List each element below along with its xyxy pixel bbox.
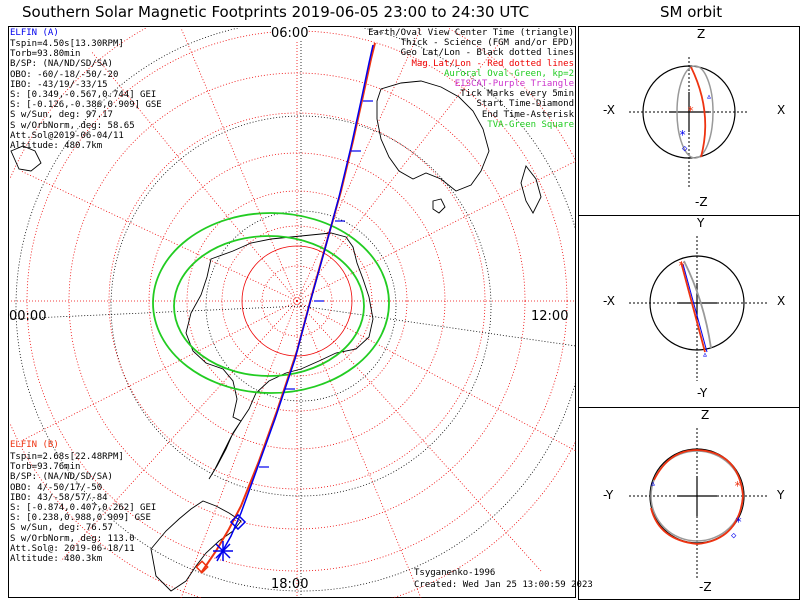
sm-panel-xz-canvas: * ▵ * ◇ bbox=[629, 57, 749, 187]
elfin-a-line: Altitude: 480.7km bbox=[10, 141, 103, 152]
sm-orbit-title: SM orbit bbox=[660, 3, 723, 21]
sm-panel-xy-top-axis: Y bbox=[697, 216, 705, 230]
sm-panel-xz-top-axis: Z bbox=[697, 27, 706, 41]
plot-title: Southern Solar Magnetic Footprints 2019-… bbox=[22, 3, 530, 21]
svg-text:*: * bbox=[734, 479, 741, 493]
geo-longitude-lines bbox=[10, 28, 576, 598]
svg-text:▵: ▵ bbox=[702, 349, 708, 360]
elfin-a-line: OBO: -60/-18/-50/-20 bbox=[10, 69, 119, 80]
model-credit: Tsyganenko-1996 bbox=[414, 568, 496, 578]
sm-panel-xy-right-axis: X bbox=[777, 294, 786, 308]
mag-pole-circle bbox=[241, 245, 353, 357]
legend-item: Mag Lat/Lon - Red dotted lines bbox=[411, 58, 574, 69]
legend-item: Geo Lat/Lon - Black dotted lines bbox=[400, 48, 574, 59]
svg-text:*: * bbox=[687, 104, 694, 118]
sm-panel-yz-top-axis: Z bbox=[701, 408, 710, 422]
polar-map-canvas bbox=[10, 28, 576, 598]
sm-orbit-panel-xz: * ▵ * ◇ Z -Z -X X bbox=[578, 26, 800, 216]
legend-item: TVA-Green Square bbox=[487, 119, 574, 130]
elfin-a-tick-marks bbox=[259, 100, 373, 468]
sm-panel-xy-left-axis: -X bbox=[603, 294, 615, 308]
legend-item: Earth/Oval View Center Time (triangle) bbox=[368, 28, 574, 38]
svg-text:*: * bbox=[678, 259, 685, 273]
elfin-a-line: S: [-0.126,-0.386,0.909] GSE bbox=[10, 100, 162, 111]
australia-coastline bbox=[376, 80, 490, 192]
clock-label-bottom: 18:00 bbox=[271, 577, 309, 592]
elfin-b-line: OBO: 4/-50/17/-50 bbox=[10, 482, 103, 493]
clock-label-right: 12:00 bbox=[531, 309, 569, 324]
elfin-a-line: S w/OrbNorm, deg: 58.65 bbox=[10, 120, 135, 131]
elfin-a-info: Tspin=4.50s[13.30RPM] Torb=93.80min B/SP… bbox=[10, 39, 162, 151]
elfin-a-end-asterisk bbox=[213, 541, 233, 561]
sm-panel-xz-bottom-axis: -Z bbox=[695, 195, 708, 209]
created-timestamp: Created: Wed Jan 25 13:00:59 2023 bbox=[414, 580, 593, 590]
elfin-b-line: S: [0.238,0.988,0.909] GSE bbox=[10, 513, 151, 524]
svg-text:*: * bbox=[679, 128, 686, 142]
africa-coastline bbox=[10, 145, 42, 172]
elfin-b-line: Att.Sol@: 2019-06-18/11 bbox=[10, 543, 135, 554]
legend-item: Tick Marks every 5min bbox=[460, 89, 574, 100]
sm-panel-xy-bottom-axis: -Y bbox=[697, 386, 708, 400]
legend-item: Start Time-Diamond bbox=[476, 99, 574, 110]
elfin-a-line: Tspin=4.50s[13.30RPM] bbox=[10, 39, 124, 49]
elfin-a-line: B/SP: (NA/ND/SD/SA) bbox=[10, 59, 113, 70]
sm-orbit-panel-yz: ▵ * * ◇ Z -Z -Y Y bbox=[578, 407, 800, 600]
sm-panel-yz-left-axis: -Y bbox=[603, 488, 614, 502]
polar-map: 06:00 00:00 12:00 18:00 bbox=[8, 26, 576, 598]
elfin-b-start-diamond bbox=[195, 560, 209, 574]
svg-text:▵: ▵ bbox=[650, 478, 656, 489]
elfin-b-name: ELFIN (B) bbox=[10, 440, 59, 450]
elfin-a-line: Torb=93.80min bbox=[10, 49, 81, 60]
sm-panel-xz-right-axis: X bbox=[777, 103, 786, 117]
south-america-coastline bbox=[150, 500, 242, 592]
elfin-a-line: IBO: -43/19/-33/15 bbox=[10, 79, 108, 90]
elfin-a-line: Att.Sol@2019-06-04/11 bbox=[10, 130, 124, 141]
sm-panel-xz-left-axis: -X bbox=[603, 103, 615, 117]
antarctica-coastline bbox=[185, 232, 374, 422]
svg-text:*: * bbox=[735, 515, 742, 529]
elfin-b-info: Tspin=2.68s[22.48RPM] Torb=93.76min B/SP… bbox=[10, 452, 156, 564]
elfin-b-line: IBO: 43/-58/57/-84 bbox=[10, 492, 108, 503]
elfin-b-line: S w/OrbNorm, deg: 113.0 bbox=[10, 533, 135, 544]
sm-panel-yz-canvas: ▵ * * ◇ bbox=[629, 428, 769, 578]
legend-item: EISCAT-Purple Triangle bbox=[454, 79, 574, 90]
legend-item: Auroral Oval-Green, kp=2 bbox=[443, 68, 574, 79]
elfin-b-track bbox=[200, 42, 376, 574]
svg-text:◇: ◇ bbox=[682, 144, 688, 154]
clock-label-top: 06:00 bbox=[271, 26, 309, 41]
elfin-b-line: Altitude: 480.3km bbox=[10, 554, 103, 565]
svg-text:▵: ▵ bbox=[706, 91, 712, 102]
tasmania-coastline bbox=[432, 198, 446, 214]
clock-label-left: 00:00 bbox=[9, 309, 47, 324]
elfin-b-line: S w/Sun, deg: 76.57 bbox=[10, 523, 113, 534]
svg-text:◇: ◇ bbox=[731, 531, 737, 541]
sm-panel-yz-right-axis: Y bbox=[777, 488, 785, 502]
sm-panel-yz-bottom-axis: -Z bbox=[699, 580, 712, 594]
elfin-a-start-diamond bbox=[229, 513, 247, 531]
elfin-b-line: Torb=93.76min bbox=[10, 462, 81, 473]
legend-item: Thick - Science (FGM and/or EPD) bbox=[400, 38, 574, 49]
elfin-a-track bbox=[216, 44, 374, 562]
sm-orbit-panel-xy: * ▵ Y -Y -X X bbox=[578, 215, 800, 408]
legend-item: End Time-Asterisk bbox=[481, 109, 574, 120]
elfin-b-line: B/SP: (NA/ND/SD/SA) bbox=[10, 472, 113, 483]
elfin-a-line: S: [0.349,-0.567,0.744] GEI bbox=[10, 90, 157, 101]
elfin-a-line: S w/Sun, deg: 97.17 bbox=[10, 110, 113, 121]
elfin-a-name: ELFIN (A) bbox=[10, 28, 59, 38]
new-zealand-coastline bbox=[520, 165, 542, 214]
elfin-b-line: S: [-0.874,0.407,0.262] GEI bbox=[10, 503, 157, 514]
auroral-oval bbox=[152, 212, 390, 394]
elfin-b-line: Tspin=2.68s[22.48RPM] bbox=[10, 452, 124, 462]
sm-panel-xy-canvas: * ▵ bbox=[629, 236, 769, 381]
antarctic-peninsula bbox=[208, 420, 242, 480]
legend: Earth/Oval View Center Time (triangle) T… bbox=[368, 28, 574, 130]
